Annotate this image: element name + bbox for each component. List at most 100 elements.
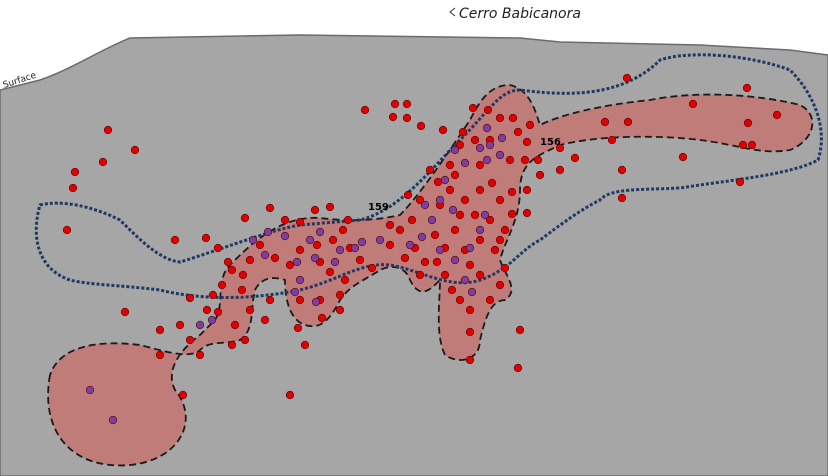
sample-red xyxy=(343,215,353,225)
sample-purple xyxy=(305,235,315,245)
sample-red xyxy=(475,235,485,245)
sample-purple xyxy=(475,225,485,235)
sample-red xyxy=(487,178,497,188)
sample-red xyxy=(120,307,130,317)
sample-red xyxy=(230,320,240,330)
sample-red xyxy=(555,143,565,153)
sample-red xyxy=(217,280,227,290)
sample-red xyxy=(522,137,532,147)
sample-red xyxy=(515,325,525,335)
sample-red xyxy=(742,83,752,93)
sample-red xyxy=(438,125,448,135)
sample-red xyxy=(155,350,165,360)
sample-red xyxy=(495,280,505,290)
sample-red xyxy=(483,105,493,115)
sample-red xyxy=(570,153,580,163)
sample-purple xyxy=(480,210,490,220)
sample-red xyxy=(317,313,327,323)
sample-red xyxy=(415,195,425,205)
sample-red xyxy=(240,213,250,223)
sample-red xyxy=(475,185,485,195)
sample-red xyxy=(420,257,430,267)
sample-red xyxy=(310,205,320,215)
sample-purple xyxy=(497,133,507,143)
sample-purple xyxy=(195,320,205,330)
sample-red xyxy=(490,245,500,255)
sample-red xyxy=(505,155,515,165)
sample-red xyxy=(678,152,688,162)
sample-red xyxy=(295,217,305,227)
sample-red xyxy=(460,195,470,205)
sample-red xyxy=(175,320,185,330)
sample-red xyxy=(450,170,460,180)
sample-red xyxy=(68,183,78,193)
sample-red xyxy=(455,210,465,220)
sample-red xyxy=(470,135,480,145)
sample-red xyxy=(495,235,505,245)
sample-purple xyxy=(85,385,95,395)
sample-red xyxy=(238,270,248,280)
sample-red xyxy=(328,235,338,245)
sample-red xyxy=(185,293,195,303)
sample-purple xyxy=(450,255,460,265)
sample-red xyxy=(245,255,255,265)
sample-red xyxy=(445,160,455,170)
sample-red xyxy=(400,253,410,263)
sample-red xyxy=(617,165,627,175)
sample-purple xyxy=(295,275,305,285)
sample-red xyxy=(735,177,745,187)
sample-red xyxy=(743,118,753,128)
sample-red xyxy=(415,270,425,280)
hole-label: 159 xyxy=(368,202,389,213)
sample-red xyxy=(312,240,322,250)
sample-red xyxy=(485,295,495,305)
sample-red xyxy=(185,335,195,345)
sample-red xyxy=(335,305,345,315)
sample-red xyxy=(395,225,405,235)
sample-purple xyxy=(248,235,258,245)
sample-red xyxy=(485,215,495,225)
sample-red xyxy=(525,120,535,130)
sample-red xyxy=(103,125,113,135)
sample-red xyxy=(425,165,435,175)
sample-purple xyxy=(357,237,367,247)
sample-purple xyxy=(420,200,430,210)
sample-red xyxy=(62,225,72,235)
sample-red xyxy=(240,335,250,345)
sample-red xyxy=(450,225,460,235)
sample-purple xyxy=(465,243,475,253)
sample-red xyxy=(772,110,782,120)
sample-purple xyxy=(448,205,458,215)
sample-red xyxy=(201,233,211,243)
sample-red xyxy=(170,235,180,245)
sample-red xyxy=(245,305,255,315)
sample-red xyxy=(522,185,532,195)
sample-red xyxy=(432,257,442,267)
sample-purple xyxy=(350,243,360,253)
sample-purple xyxy=(485,140,495,150)
sample-red xyxy=(340,275,350,285)
sample-red xyxy=(260,315,270,325)
sample-red xyxy=(265,203,275,213)
sample-red xyxy=(155,325,165,335)
sample-red xyxy=(513,127,523,137)
sample-red xyxy=(355,255,365,265)
sample-purple xyxy=(482,155,492,165)
sample-purple xyxy=(375,235,385,245)
sample-red xyxy=(555,165,565,175)
sample-red xyxy=(335,290,345,300)
sample-red xyxy=(508,113,518,123)
sample-red xyxy=(213,307,223,317)
sample-red xyxy=(738,140,748,150)
sample-red xyxy=(280,215,290,225)
sample-red xyxy=(747,140,757,150)
sample-red xyxy=(455,140,465,150)
sample-red xyxy=(430,230,440,240)
sample-red xyxy=(623,117,633,127)
title: Cerro Babicanora xyxy=(459,6,581,22)
sample-red xyxy=(447,285,457,295)
sample-purple xyxy=(475,143,485,153)
sample-red xyxy=(195,350,205,360)
sample-red xyxy=(70,167,80,177)
